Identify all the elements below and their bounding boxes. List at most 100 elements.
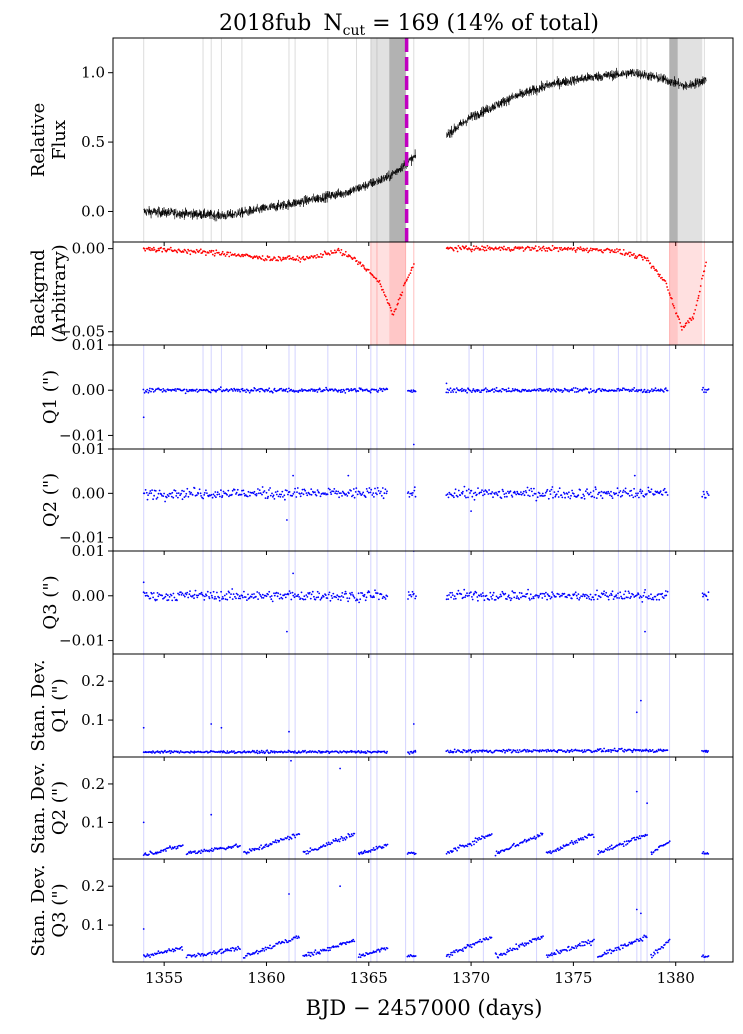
data-point [339,599,342,601]
data-point [539,247,542,250]
data-point [537,936,540,939]
data-point [201,952,204,955]
data-point [343,593,346,595]
data-point [627,596,629,599]
data-point [408,594,411,596]
data-point [262,491,265,494]
data-point [365,752,368,754]
data-point [468,247,471,250]
data-point [560,494,563,496]
data-point [705,391,707,394]
data-point [315,389,318,391]
data-point [473,943,476,946]
data-point [295,935,298,938]
data-point [237,253,240,256]
data-point [482,494,484,497]
data-point [503,495,506,498]
data-point [489,390,491,393]
data-point [518,493,521,496]
data-point [263,390,266,393]
data-point [595,389,598,392]
data-point [574,945,577,947]
data-point [560,950,563,953]
data-point [282,496,284,498]
data-point [161,391,164,393]
data-point [184,249,187,252]
data-point [540,832,542,835]
data-point [245,954,248,957]
data-point [630,749,633,752]
data-point [643,749,645,752]
data-point [467,488,470,491]
data-point [584,490,587,493]
data-point [507,490,509,493]
data-point [485,390,488,393]
panel-q3-plot-area [142,551,710,654]
data-point [221,948,223,951]
data-point [173,389,176,392]
data-point [265,491,268,494]
y-axis-label-line: Q2 (") [40,473,61,527]
data-point [361,390,364,392]
data-point [627,943,630,946]
data-point [574,842,577,844]
data-point [306,850,309,852]
data-point [360,387,362,390]
data-point [239,390,242,393]
data-point [337,490,340,493]
data-point [414,852,417,855]
data-point [614,389,617,392]
data-point [379,492,381,495]
data-point [482,595,485,597]
data-point [525,944,527,946]
data-point [364,954,367,957]
data-point [555,850,557,852]
data-point [525,750,527,753]
data-point [707,591,710,594]
data-point [628,592,631,594]
data-point [220,489,222,492]
data-point [208,597,211,600]
data-point [514,591,516,594]
data-point [199,492,202,495]
data-point [257,488,259,490]
data-point [466,391,468,394]
data-point [239,844,241,847]
data-point [386,595,389,598]
data-point [589,249,591,252]
data-point [468,592,471,595]
data-point [294,487,296,490]
data-point [681,329,683,331]
data-point [170,949,173,952]
data-point [462,490,464,493]
outlier-point [412,443,415,446]
data-point [411,494,413,496]
data-point [308,954,310,957]
data-point [451,247,453,250]
data-point [226,948,229,951]
data-point [169,846,172,849]
data-point [257,389,259,391]
data-point [608,848,611,851]
data-point [487,247,490,250]
data-point [311,750,314,753]
data-point [293,596,296,599]
data-point [505,388,508,391]
data-point [480,491,483,494]
data-point [564,248,567,251]
data-point [494,246,497,249]
data-point [588,749,591,752]
data-point [612,598,615,600]
data-point [508,247,510,249]
data-point [588,392,591,394]
data-point [264,257,267,260]
data-point [251,593,254,596]
data-point [506,951,508,954]
data-point [386,388,389,391]
data-point [500,390,503,393]
data-point [386,490,388,493]
data-point [295,258,298,261]
data-point [395,308,397,310]
data-point [509,749,512,751]
data-point [606,849,609,851]
